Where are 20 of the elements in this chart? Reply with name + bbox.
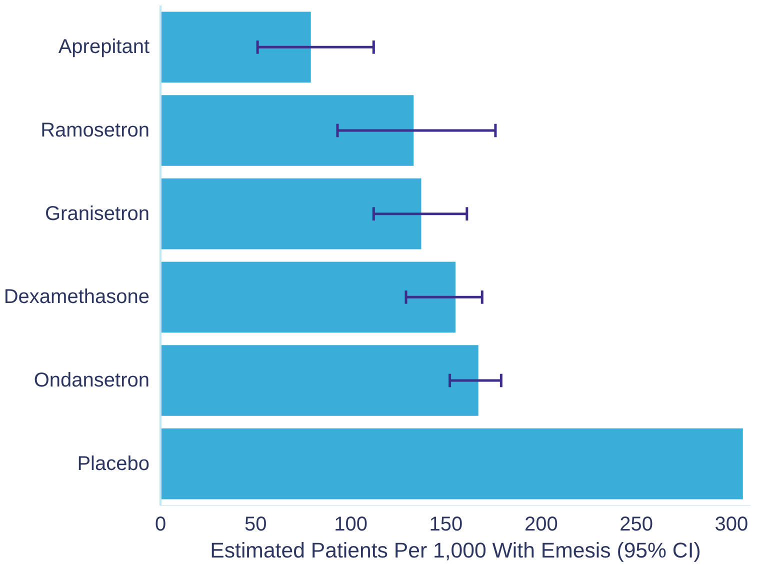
x-tick-label: 100 [334,514,368,536]
x-axis-title: Estimated Patients Per 1,000 With Emesis (95% CI) [210,538,701,562]
x-tick-label: 0 [154,514,166,536]
x-tick-label: 200 [524,514,558,536]
x-tick-label: 300 [714,514,748,536]
bar [160,262,456,333]
y-tick-label: Ondansetron [34,370,150,392]
bar [160,345,478,416]
bar [160,178,422,250]
y-tick-label: Dexamethasone [4,286,150,308]
bar [160,428,743,500]
y-tick-label: Ramosetron [40,120,150,142]
y-tick-label: Aprepitant [58,36,150,58]
bar [160,12,311,83]
y-tick-label: Placebo [77,452,150,475]
x-tick-label: 250 [620,514,653,536]
x-tick-label: 50 [244,514,267,536]
x-tick-label: 150 [429,514,463,536]
y-tick-label: Granisetron [45,202,150,225]
bar [160,95,414,166]
